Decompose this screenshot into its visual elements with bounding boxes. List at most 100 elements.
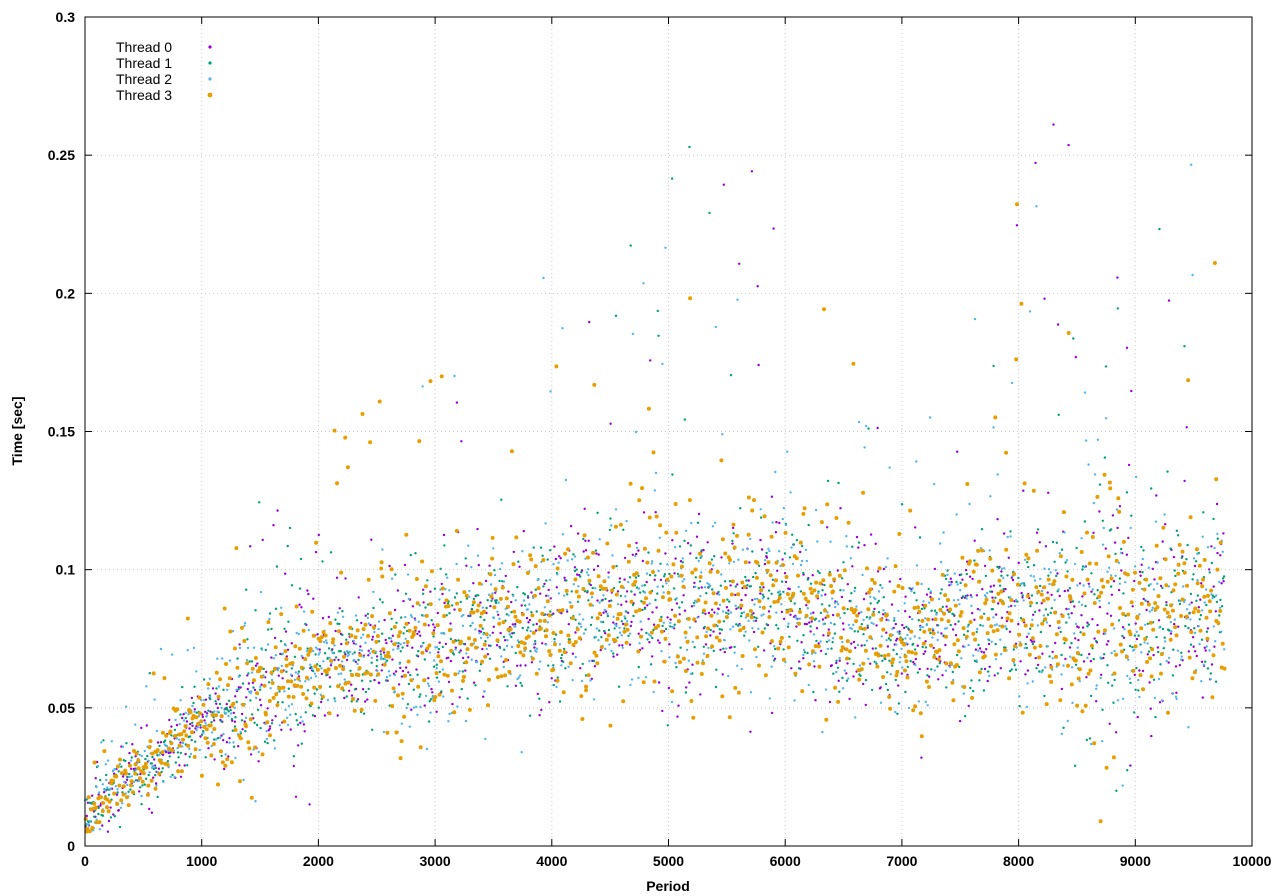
x-tick-label: 9000 bbox=[1120, 853, 1151, 869]
data-point bbox=[575, 573, 579, 576]
data-point bbox=[573, 566, 577, 569]
data-point bbox=[643, 607, 647, 610]
data-point bbox=[437, 692, 442, 697]
data-point bbox=[120, 765, 123, 768]
data-point bbox=[556, 573, 559, 576]
data-point bbox=[774, 578, 778, 583]
data-point bbox=[503, 673, 508, 678]
data-point bbox=[849, 557, 852, 560]
data-point bbox=[749, 615, 754, 620]
data-point bbox=[1097, 594, 1102, 599]
data-point bbox=[1211, 653, 1216, 658]
data-point bbox=[985, 631, 990, 636]
data-point bbox=[1195, 599, 1198, 602]
data-point bbox=[414, 577, 419, 581]
data-point bbox=[1163, 636, 1166, 639]
data-point bbox=[620, 634, 623, 637]
data-point bbox=[780, 610, 784, 614]
data-point bbox=[340, 660, 344, 663]
data-point bbox=[915, 581, 920, 586]
data-point bbox=[254, 800, 257, 803]
data-point bbox=[751, 598, 754, 602]
data-point bbox=[1126, 769, 1129, 772]
data-point bbox=[1201, 696, 1205, 699]
data-point bbox=[602, 594, 605, 597]
data-point bbox=[1018, 695, 1021, 698]
data-point bbox=[757, 627, 760, 630]
data-point bbox=[932, 646, 935, 650]
data-point bbox=[776, 646, 781, 651]
data-point bbox=[1017, 632, 1022, 637]
data-point bbox=[95, 785, 98, 789]
data-point bbox=[1111, 514, 1115, 517]
data-point bbox=[904, 595, 907, 598]
data-point bbox=[773, 645, 776, 648]
x-tick-label: 1000 bbox=[186, 853, 217, 869]
data-point bbox=[290, 667, 293, 670]
data-point bbox=[857, 677, 862, 682]
data-point bbox=[239, 730, 242, 734]
data-point bbox=[694, 576, 697, 579]
data-point bbox=[692, 617, 697, 622]
data-point bbox=[1024, 552, 1029, 557]
data-point bbox=[1075, 651, 1080, 655]
data-point bbox=[211, 742, 216, 746]
data-point bbox=[641, 647, 644, 650]
data-point bbox=[727, 715, 732, 720]
data-point bbox=[641, 608, 644, 612]
data-point bbox=[1014, 668, 1018, 671]
data-point bbox=[570, 590, 573, 593]
data-point bbox=[857, 420, 861, 424]
data-point bbox=[1099, 578, 1104, 583]
data-point bbox=[502, 660, 505, 663]
data-point bbox=[1016, 600, 1019, 603]
data-point bbox=[901, 623, 904, 627]
data-point bbox=[744, 616, 748, 619]
data-point bbox=[1134, 475, 1138, 479]
data-point bbox=[156, 754, 159, 757]
data-point bbox=[978, 608, 982, 612]
data-point bbox=[106, 786, 109, 789]
data-point bbox=[714, 635, 719, 640]
data-point bbox=[812, 588, 817, 593]
data-point bbox=[625, 600, 628, 603]
data-point bbox=[376, 672, 381, 677]
data-point bbox=[290, 642, 293, 645]
data-point bbox=[1190, 601, 1193, 604]
data-point bbox=[441, 668, 445, 671]
data-point bbox=[905, 625, 908, 628]
data-point bbox=[179, 732, 184, 737]
data-point bbox=[728, 562, 731, 565]
data-point bbox=[1184, 624, 1187, 628]
data-point bbox=[847, 677, 850, 680]
data-point bbox=[972, 654, 975, 657]
data-point bbox=[444, 573, 448, 576]
data-point bbox=[1139, 626, 1144, 631]
data-point bbox=[1125, 553, 1129, 556]
data-point bbox=[756, 285, 759, 288]
data-point bbox=[1057, 413, 1060, 416]
data-point bbox=[607, 604, 612, 608]
data-point bbox=[1002, 576, 1005, 580]
data-point bbox=[759, 588, 764, 593]
data-point bbox=[706, 582, 709, 585]
data-point bbox=[846, 520, 851, 525]
data-point bbox=[966, 630, 969, 633]
data-point bbox=[202, 698, 206, 702]
data-point bbox=[678, 545, 682, 548]
data-point bbox=[660, 615, 663, 619]
data-point bbox=[875, 624, 878, 627]
data-point bbox=[936, 657, 941, 662]
data-point bbox=[992, 616, 995, 619]
data-point bbox=[1101, 584, 1106, 589]
data-point bbox=[668, 656, 671, 659]
data-point bbox=[495, 638, 500, 643]
data-point bbox=[326, 698, 330, 702]
data-point bbox=[893, 619, 896, 622]
data-point bbox=[778, 639, 783, 644]
data-point bbox=[1222, 580, 1225, 583]
data-point bbox=[471, 600, 476, 605]
data-point bbox=[579, 694, 584, 699]
data-point bbox=[383, 657, 386, 661]
data-point bbox=[1111, 755, 1116, 760]
